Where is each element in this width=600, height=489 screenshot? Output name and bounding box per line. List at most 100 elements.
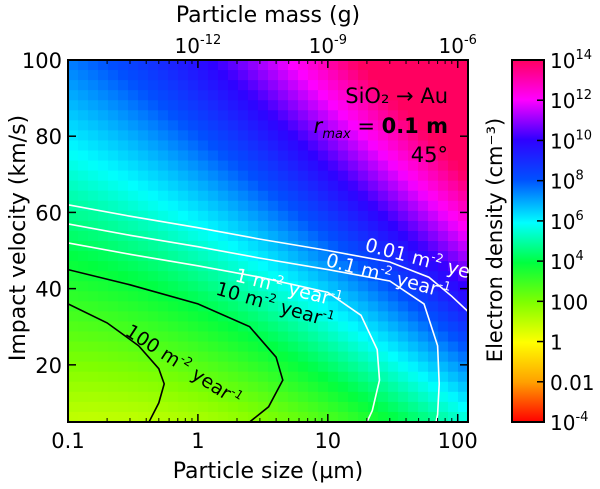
heatmap-cell [188, 140, 199, 152]
heatmap-cell [448, 170, 459, 182]
heatmap-cell [188, 80, 199, 91]
heatmap-cell [298, 341, 309, 353]
heatmap-cell [258, 80, 269, 91]
colorbar-tick-label: 0.01 [550, 371, 595, 395]
heatmap-cell [98, 90, 109, 101]
heatmap-cell [288, 160, 299, 172]
heatmap-cell [238, 341, 249, 353]
heatmap-cell [258, 381, 269, 393]
contour-line [68, 204, 468, 313]
heatmap-cell [298, 321, 309, 333]
heatmap-cell [208, 90, 219, 101]
heatmap-cell [398, 220, 409, 232]
heatmap-cell [408, 331, 419, 343]
heatmap-cell [68, 361, 79, 373]
heatmap-cell [318, 100, 329, 111]
heatmap-cell [128, 110, 139, 121]
heatmap-cell [388, 371, 399, 383]
heatmap-cell [198, 391, 209, 403]
heatmap-cell [218, 190, 229, 202]
heatmap-cell [418, 110, 429, 121]
heatmap-cell [198, 70, 209, 81]
heatmap-cell [438, 70, 449, 81]
heatmap-cell [418, 251, 429, 262]
heatmap-cell [298, 100, 309, 111]
heatmap-cell [438, 160, 449, 172]
heatmap-cell [88, 120, 99, 131]
heatmap-cell [378, 220, 389, 232]
heatmap-cell [158, 70, 169, 81]
heatmap-cell [358, 100, 369, 111]
heatmap-cell [258, 220, 269, 232]
heatmap-cell [308, 180, 319, 192]
heatmap-cell [398, 331, 409, 343]
heatmap-cell [248, 321, 259, 333]
heatmap-cell [348, 60, 359, 71]
heatmap-cell [358, 160, 369, 172]
heatmap-cell [258, 190, 269, 202]
heatmap-cell [268, 401, 279, 413]
heatmap-cell [78, 180, 89, 192]
heatmap-cell [68, 230, 79, 242]
heatmap-cell [348, 110, 359, 121]
heatmap-cell [438, 150, 449, 162]
heatmap-cell [238, 241, 249, 252]
heatmap-cell [168, 190, 179, 202]
heatmap-cell [278, 381, 289, 393]
heatmap-cell [148, 90, 159, 101]
heatmap-cell [118, 331, 129, 343]
heatmap-cell [318, 321, 329, 333]
heatmap-cell [288, 241, 299, 252]
heatmap-cell [258, 361, 269, 373]
heatmap-cell [438, 60, 449, 71]
heatmap-cell [68, 261, 79, 272]
heatmap-cell [238, 80, 249, 91]
heatmap-cell [358, 140, 369, 152]
heatmap-cell [408, 361, 419, 373]
heatmap-cell [338, 100, 349, 111]
heatmap-cell [228, 371, 239, 383]
heatmap-cell [78, 140, 89, 152]
heatmap-cell [408, 341, 419, 353]
heatmap-cell [88, 371, 99, 383]
heatmap-cell [258, 271, 269, 282]
heatmap-cell [108, 200, 119, 212]
heatmap-cell [278, 180, 289, 192]
heatmap-cell [408, 261, 419, 272]
heatmap-cell [448, 160, 459, 172]
heatmap-cell [328, 80, 339, 91]
colorbar-label: Electron density (cm⁻³) [483, 118, 507, 362]
heatmap-cell [248, 351, 259, 363]
heatmap-cell [188, 160, 199, 172]
heatmap-cell [98, 391, 109, 403]
heatmap-cell [338, 210, 349, 222]
heatmap-cell [368, 291, 379, 302]
heatmap-cell [278, 361, 289, 373]
colorbar-tick-label: 10-4 [550, 410, 588, 435]
heatmap-cell [88, 321, 99, 333]
heatmap-cell [158, 60, 169, 71]
heatmap-cell [128, 291, 139, 302]
heatmap-cell [198, 230, 209, 242]
heatmap-cell [238, 90, 249, 101]
heatmap-cell [178, 391, 189, 403]
heatmap-cell [208, 291, 219, 302]
heatmap-cell [268, 160, 279, 172]
heatmap-cell [218, 241, 229, 252]
heatmap-cell [78, 331, 89, 343]
heatmap-cell [328, 311, 339, 323]
heatmap-cell [208, 230, 219, 242]
heatmap-cell [288, 180, 299, 192]
heatmap-cell [358, 80, 369, 91]
heatmap-cell [308, 301, 319, 312]
heatmap-cell [408, 130, 419, 142]
heatmap-cell [418, 120, 429, 131]
heatmap-cell [68, 220, 79, 232]
heatmap-cell [78, 210, 89, 222]
heatmap-cell [118, 401, 129, 413]
heatmap-cell [338, 261, 349, 272]
heatmap-cell [368, 311, 379, 323]
heatmap-cell [88, 301, 99, 312]
heatmap-cell [78, 321, 89, 333]
heatmap-cell [368, 90, 379, 101]
